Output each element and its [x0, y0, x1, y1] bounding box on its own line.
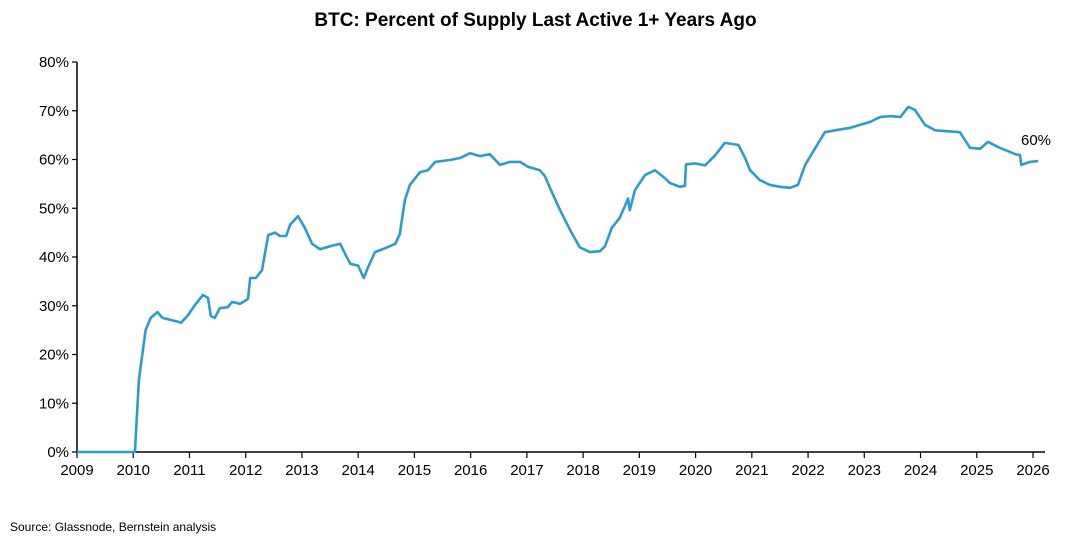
x-tick-label: 2021: [735, 462, 768, 479]
y-tick-label: 40%: [39, 249, 69, 266]
y-tick-label: 20%: [39, 347, 69, 364]
x-tick-label: 2026: [1016, 462, 1049, 479]
x-tick-label: 2009: [60, 462, 93, 479]
x-tick-label: 2025: [960, 462, 993, 479]
source-note: Source: Glassnode, Bernstein analysis: [10, 520, 217, 534]
chart-title: BTC: Percent of Supply Last Active 1+ Ye…: [314, 10, 757, 31]
y-tick-label: 0%: [47, 444, 69, 461]
series-line: [77, 105, 1039, 454]
x-tick-label: 2010: [117, 462, 150, 479]
x-tick-label: 2019: [623, 462, 656, 479]
y-tick-label: 30%: [39, 298, 69, 315]
x-tick-label: 2024: [904, 462, 937, 479]
x-tick-label: 2020: [679, 462, 712, 479]
x-tick-label: 2016: [454, 462, 487, 479]
x-tick-label: 2023: [848, 462, 881, 479]
x-tick-label: 2017: [510, 462, 543, 479]
x-tick-label: 2012: [229, 462, 262, 479]
y-tick-label: 80%: [39, 54, 69, 71]
y-tick-label: 10%: [39, 395, 69, 412]
x-tick-label: 2015: [398, 462, 431, 479]
x-tick-label: 2011: [173, 462, 205, 479]
x-tick-label: 2014: [341, 462, 374, 479]
x-tick-label: 2018: [566, 462, 599, 479]
x-tick-label: 2022: [791, 462, 824, 479]
y-tick-label: 50%: [39, 200, 69, 217]
x-tick-label: 2013: [285, 462, 318, 479]
end-value-annotation: 60%: [1021, 132, 1051, 149]
y-tick-label: 60%: [39, 152, 69, 169]
y-tick-label: 70%: [39, 103, 69, 120]
